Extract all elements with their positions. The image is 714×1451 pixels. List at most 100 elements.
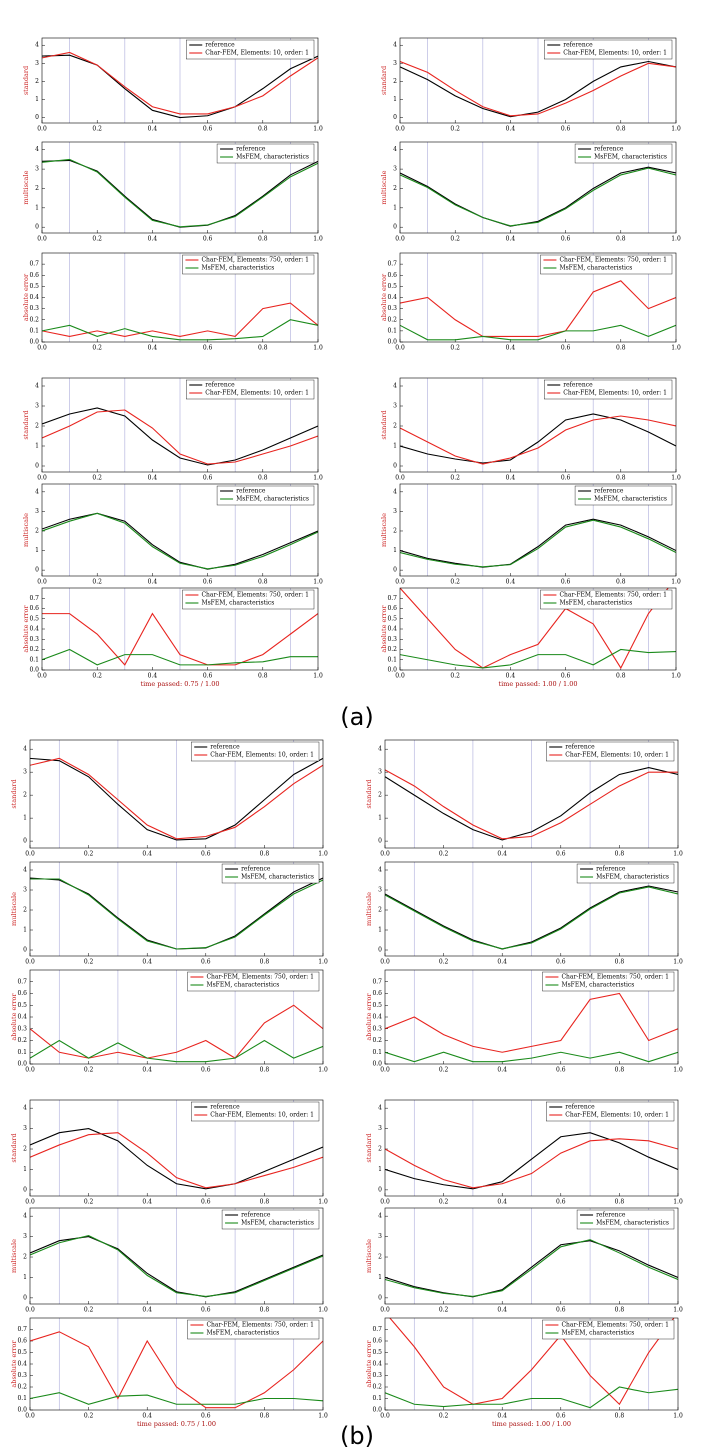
y-tick-label: 0.6 — [29, 272, 39, 279]
x-tick-label: 1.0 — [318, 851, 328, 858]
series-line — [42, 648, 318, 666]
x-tick-label: 1.0 — [671, 126, 681, 133]
y-tick-label: 0.0 — [372, 1061, 382, 1068]
panel: 0.0 0.2 0.4 0.6 0.8 1.0 0 1 2 3 4 referenceChar-FEM… — [365, 739, 683, 858]
legend-box — [540, 589, 673, 610]
y-tick-label: 0 — [23, 1294, 27, 1301]
y-tick-label: 4 — [393, 488, 397, 495]
y-tick-label: 0.0 — [29, 667, 39, 674]
x-tick-label: 0.0 — [25, 1413, 35, 1420]
x-tick-label: 0.4 — [506, 345, 516, 352]
y-tick-label: 4 — [35, 42, 39, 49]
figure-label: (a) — [340, 703, 373, 731]
y-tick-label: 0.5 — [17, 1349, 27, 1356]
y-tick-label: 0.7 — [17, 1326, 27, 1333]
x-tick-label: 0.6 — [203, 236, 213, 243]
y-tick-label: 1 — [378, 927, 382, 934]
legend-box — [191, 741, 320, 762]
y-tick-label: 1 — [23, 815, 27, 822]
frame — [41, 483, 319, 577]
panel: 0.0 0.2 0.4 0.6 0.8 1.0 0.0 0.1 0.2 0.3 0.4 0.5 0.6 0… — [380, 587, 681, 688]
panel: 0.0 0.2 0.4 0.6 0.8 1.0 0.0 0.1 0.2 0.3 0.4 0.5 0.6 0… — [380, 252, 681, 352]
series-line — [400, 166, 676, 227]
x-tick-label: 1.0 — [313, 579, 323, 586]
legend-box — [546, 741, 675, 762]
x-tick-label: 0.2 — [92, 236, 102, 243]
x-tick-label: 1.0 — [313, 673, 323, 680]
series-line — [42, 409, 318, 465]
x-tick-label: 0.4 — [148, 126, 158, 133]
y-tick-label: 2 — [378, 1254, 382, 1261]
legend-label: reference — [596, 866, 626, 873]
legend-box — [187, 1319, 320, 1340]
frame — [399, 377, 677, 473]
x-tick-label: 0.2 — [92, 673, 102, 680]
legend-label: Char-FEM, Elements: 10, order: 1 — [563, 390, 667, 397]
y-tick-label: 4 — [23, 867, 27, 874]
y-tick-label: 0.2 — [372, 1384, 382, 1391]
legend-box — [221, 1209, 320, 1230]
y-tick-label: 4 — [23, 1105, 27, 1112]
legend-label: MsFEM, characteristics — [596, 874, 669, 881]
frame — [384, 1207, 679, 1305]
legend-label: reference — [241, 866, 271, 873]
x-tick-label: 0.6 — [561, 236, 571, 243]
x-tick-label: 0.2 — [92, 126, 102, 133]
panel: 0.0 0.2 0.4 0.6 0.8 1.0 0 1 2 3 4 referenceChar-FEM… — [10, 1099, 328, 1206]
series-line — [385, 1051, 678, 1063]
y-tick-label: 2 — [23, 907, 27, 914]
frame — [384, 861, 679, 957]
x-tick-label: 0.4 — [497, 1307, 507, 1314]
y-axis-label: multiscale — [10, 892, 18, 926]
x-tick-label: 0.2 — [84, 1307, 94, 1314]
x-tick-label: 0.2 — [439, 959, 449, 966]
x-tick-label: 0.4 — [142, 1413, 152, 1420]
y-tick-label: 0 — [378, 947, 382, 954]
y-tick-label: 0.0 — [17, 1061, 27, 1068]
x-tick-label: 0.2 — [450, 579, 460, 586]
x-tick-label: 1.0 — [318, 1199, 328, 1206]
series-line — [385, 1132, 678, 1190]
legend: Char-FEM, Elements: 750, order: 1MsFEM, … — [182, 589, 315, 610]
y-tick-label: 0.3 — [372, 1025, 382, 1032]
x-tick-label: 0.4 — [497, 1067, 507, 1074]
legend-label: MsFEM, characteristics — [559, 600, 632, 607]
frame — [399, 587, 677, 671]
series-line — [385, 769, 678, 840]
y-tick-label: 0.2 — [387, 646, 397, 653]
x-tick-label: 0.0 — [395, 579, 405, 586]
y-axis-label: multiscale — [10, 1239, 18, 1273]
y-tick-label: 2 — [35, 423, 39, 430]
y-tick-label: 4 — [23, 1213, 27, 1220]
x-tick-label: 0.0 — [37, 673, 47, 680]
y-tick-label: 1 — [393, 443, 397, 450]
y-tick-label: 0.4 — [372, 1361, 382, 1368]
x-tick-label: 0.4 — [148, 475, 158, 482]
panel: 0.0 0.2 0.4 0.6 0.8 1.0 0 1 2 3 4 referenceChar-FEM… — [380, 377, 681, 482]
series-line — [42, 512, 318, 570]
y-tick-label: 2 — [393, 423, 397, 430]
legend-label: reference — [241, 1212, 271, 1219]
y-tick-label: 1 — [378, 1166, 382, 1173]
y-tick-label: 2 — [378, 1146, 382, 1153]
x-tick-label: 0.0 — [25, 1307, 35, 1314]
y-tick-label: 4 — [35, 383, 39, 390]
y-tick-label: 0.2 — [17, 1037, 27, 1044]
x-tick-label: 0.8 — [615, 1067, 625, 1074]
frame — [41, 587, 319, 671]
series-line — [30, 1004, 323, 1059]
y-tick-label: 4 — [35, 488, 39, 495]
frame — [41, 37, 319, 124]
panel: 0.0 0.2 0.4 0.6 0.8 1.0 0 1 2 3 4 referenceChar-FEM… — [10, 739, 328, 858]
y-tick-label: 0.7 — [29, 261, 39, 268]
x-tick-label: 0.6 — [201, 1199, 211, 1206]
legend-label: reference — [594, 488, 624, 495]
y-tick-label: 1 — [23, 1166, 27, 1173]
x-tick-label: 0.8 — [258, 475, 268, 482]
legend-box — [186, 379, 315, 400]
